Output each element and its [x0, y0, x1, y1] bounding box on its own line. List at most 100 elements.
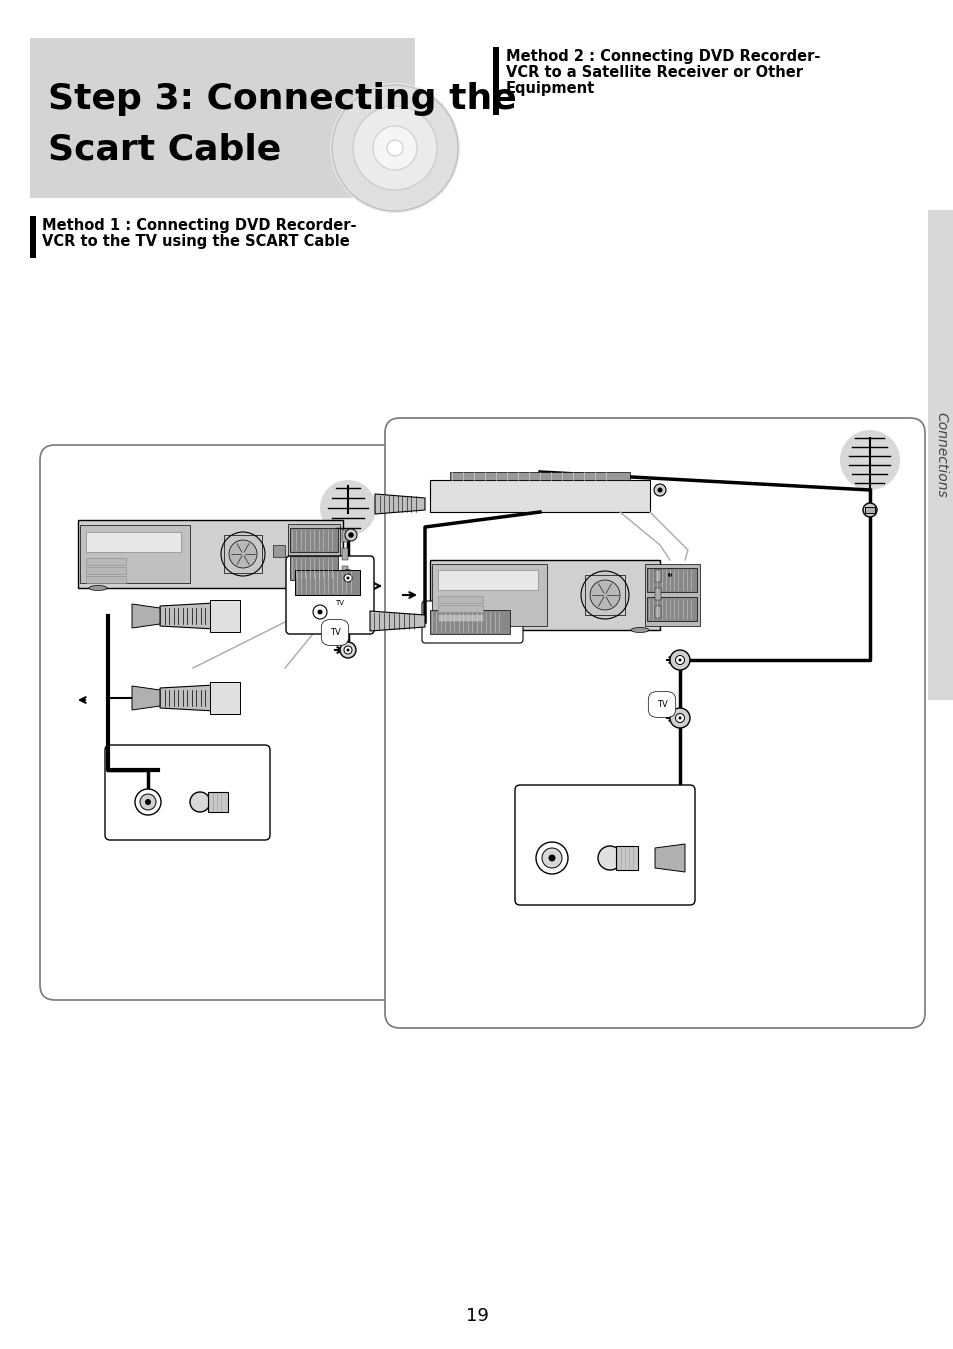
Circle shape: [675, 656, 684, 665]
Bar: [437, 604, 482, 612]
Text: Connections: Connections: [933, 413, 947, 498]
Ellipse shape: [440, 627, 458, 633]
Circle shape: [862, 503, 876, 517]
Polygon shape: [375, 494, 424, 514]
Circle shape: [589, 580, 619, 610]
Circle shape: [313, 604, 327, 619]
Circle shape: [678, 716, 680, 719]
Circle shape: [536, 842, 567, 874]
FancyBboxPatch shape: [286, 556, 374, 634]
Bar: [927, 210, 953, 700]
Circle shape: [840, 430, 899, 490]
Text: 19: 19: [465, 1307, 488, 1325]
Circle shape: [667, 573, 671, 577]
Circle shape: [339, 571, 355, 585]
Bar: [430, 480, 649, 513]
Circle shape: [346, 649, 349, 652]
FancyBboxPatch shape: [105, 745, 270, 840]
Bar: [288, 523, 339, 584]
Text: VCR to a Satellite Receiver or Other: VCR to a Satellite Receiver or Other: [505, 65, 802, 80]
Bar: [341, 530, 348, 542]
Bar: [86, 558, 126, 565]
Bar: [655, 588, 660, 600]
Circle shape: [346, 576, 349, 580]
Bar: [646, 568, 697, 592]
Circle shape: [319, 480, 375, 536]
Bar: [437, 571, 537, 590]
Circle shape: [654, 484, 665, 496]
Text: TV: TV: [335, 600, 344, 606]
Bar: [294, 571, 359, 595]
Circle shape: [344, 646, 352, 654]
Circle shape: [317, 610, 322, 615]
FancyBboxPatch shape: [515, 785, 695, 905]
Bar: [430, 610, 510, 634]
Circle shape: [669, 708, 689, 728]
Polygon shape: [655, 844, 684, 871]
Circle shape: [345, 529, 356, 541]
Bar: [80, 525, 190, 583]
Bar: [290, 527, 337, 552]
Polygon shape: [370, 611, 424, 631]
Circle shape: [387, 140, 402, 156]
Bar: [437, 614, 482, 621]
Circle shape: [373, 125, 416, 170]
Circle shape: [541, 849, 561, 867]
Bar: [616, 846, 638, 870]
Bar: [450, 472, 629, 480]
Polygon shape: [132, 604, 160, 629]
Bar: [290, 556, 337, 580]
Circle shape: [145, 799, 151, 805]
Bar: [210, 683, 240, 714]
Circle shape: [221, 532, 265, 576]
Bar: [30, 38, 415, 198]
Bar: [864, 507, 874, 513]
Bar: [430, 560, 659, 630]
Polygon shape: [160, 603, 214, 629]
Circle shape: [135, 789, 161, 815]
Polygon shape: [160, 685, 214, 711]
Ellipse shape: [314, 585, 332, 591]
Bar: [341, 548, 348, 560]
Circle shape: [675, 714, 684, 723]
Bar: [584, 575, 624, 615]
Circle shape: [229, 540, 256, 568]
Ellipse shape: [630, 627, 648, 633]
Text: VCR to the TV using the SCART Cable: VCR to the TV using the SCART Cable: [42, 233, 350, 250]
Bar: [224, 536, 262, 573]
Bar: [86, 576, 126, 583]
Bar: [208, 792, 228, 812]
Text: Method 2 : Connecting DVD Recorder-: Method 2 : Connecting DVD Recorder-: [505, 49, 820, 63]
Bar: [493, 47, 498, 115]
Bar: [655, 606, 660, 618]
Text: TV: TV: [330, 629, 340, 637]
Circle shape: [339, 642, 355, 658]
Text: TV: TV: [656, 700, 667, 710]
Bar: [86, 567, 126, 575]
Circle shape: [548, 854, 555, 862]
Ellipse shape: [89, 585, 107, 591]
Text: Step 3: Connecting the: Step 3: Connecting the: [48, 82, 517, 116]
FancyBboxPatch shape: [40, 445, 405, 1000]
Text: Equipment: Equipment: [505, 81, 595, 96]
Circle shape: [348, 533, 354, 537]
Bar: [644, 564, 700, 626]
FancyBboxPatch shape: [385, 418, 924, 1028]
Circle shape: [332, 85, 457, 210]
Circle shape: [598, 846, 621, 870]
Bar: [273, 545, 285, 557]
Bar: [646, 598, 697, 621]
Circle shape: [353, 107, 436, 190]
Bar: [78, 519, 343, 588]
Circle shape: [190, 792, 210, 812]
FancyBboxPatch shape: [421, 602, 522, 643]
Circle shape: [140, 795, 156, 809]
Circle shape: [580, 571, 628, 619]
Text: Method 1 : Connecting DVD Recorder-: Method 1 : Connecting DVD Recorder-: [42, 219, 356, 233]
Bar: [432, 564, 546, 626]
Circle shape: [663, 569, 676, 581]
Bar: [341, 567, 348, 577]
Circle shape: [344, 575, 352, 581]
Circle shape: [657, 487, 661, 492]
Bar: [437, 596, 482, 603]
